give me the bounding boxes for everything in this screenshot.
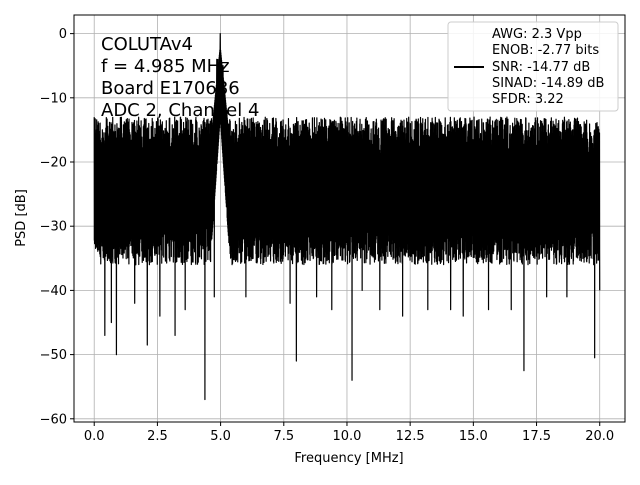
spectrum-series <box>93 33 601 401</box>
axes-frame <box>73 14 626 423</box>
legend-line-enob: ENOB: -2.77 bits <box>492 43 599 58</box>
annotation-line-frequency: f = 4.985 MHz <box>101 56 230 77</box>
legend: AWG: 2.3 Vpp ENOB: -2.77 bits SNR: -14.7… <box>447 21 619 112</box>
x-tick-label: 10.0 <box>332 429 361 444</box>
x-tick-label: 5.0 <box>210 429 231 444</box>
y-tick-label: −10 <box>40 91 67 106</box>
legend-line-sfdr: SFDR: 3.22 <box>492 92 564 107</box>
y-tick-label: −30 <box>40 220 67 235</box>
spectrum-line <box>93 33 601 401</box>
y-tick-label: 0 <box>59 27 67 42</box>
x-tick-label: 0.0 <box>84 429 105 444</box>
x-tick-label: 17.5 <box>522 429 551 444</box>
y-axis-label: PSD [dB] <box>14 189 29 247</box>
x-axis-label: Frequency [MHz] <box>294 451 403 466</box>
y-tick-label: −50 <box>40 348 67 363</box>
x-tick-label: 7.5 <box>273 429 294 444</box>
x-tick-label: 20.0 <box>585 429 614 444</box>
x-tick-label: 15.0 <box>459 429 488 444</box>
info-annotation: COLUTAv4 f = 4.985 MHz Board E170686 ADC… <box>101 34 259 121</box>
y-axis-ticks: 0 −10 −20 −30 −40 −50 −60 <box>40 27 74 427</box>
y-tick-label: −40 <box>40 284 67 299</box>
legend-line-sinad: SINAD: -14.89 dB <box>492 76 604 91</box>
y-tick-label: −20 <box>40 156 67 171</box>
legend-line-snr: SNR: -14.77 dB <box>492 60 590 75</box>
annotation-line-chip: COLUTAv4 <box>101 34 193 55</box>
x-tick-label: 12.5 <box>396 429 425 444</box>
annotation-line-board: Board E170686 <box>101 78 240 99</box>
y-tick-label: −60 <box>40 412 67 427</box>
annotation-line-channel: ADC 2, Channel 4 <box>101 100 259 121</box>
legend-line-awg: AWG: 2.3 Vpp <box>492 27 582 42</box>
x-axis-ticks: 0.0 2.5 5.0 7.5 10.0 12.5 15.0 17.5 20.0 <box>84 422 614 444</box>
x-tick-label: 2.5 <box>147 429 168 444</box>
legend-box <box>447 21 619 112</box>
